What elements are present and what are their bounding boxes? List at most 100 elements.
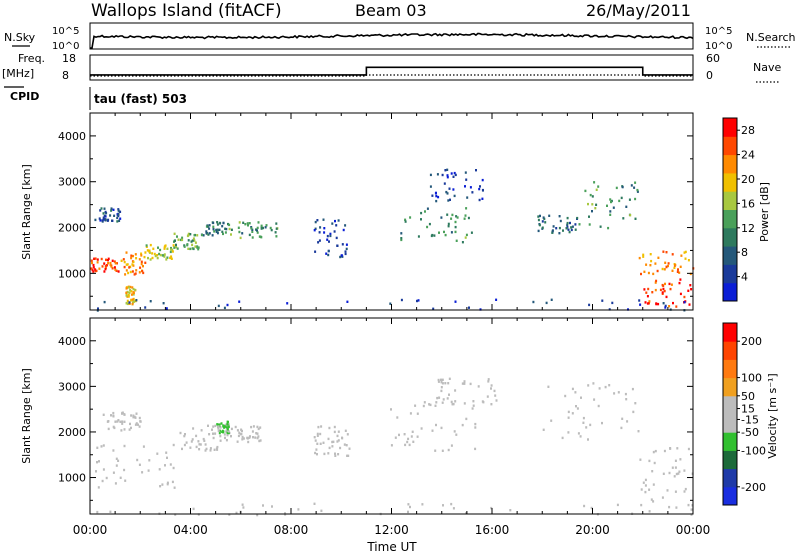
data-point [426, 207, 429, 210]
data-point [661, 292, 664, 295]
data-point [237, 226, 240, 229]
data-point [331, 445, 334, 448]
data-point [148, 459, 151, 462]
data-point [135, 422, 138, 425]
data-point [236, 429, 239, 432]
data-point [610, 200, 612, 204]
data-point [242, 506, 245, 509]
data-point [179, 431, 182, 435]
data-point [275, 235, 278, 238]
data-point [123, 428, 126, 431]
data-point [212, 425, 215, 428]
data-point [213, 230, 216, 233]
data-point [219, 426, 222, 429]
data-point [230, 435, 232, 438]
data-point [259, 439, 262, 442]
data-point [598, 387, 601, 390]
data-point [228, 223, 231, 227]
data-point [448, 393, 450, 396]
data-point [313, 436, 316, 439]
nsearch-bottom-tick: 10^0 [705, 41, 732, 52]
data-point [449, 198, 451, 201]
velocity-frame [89, 317, 694, 515]
velocity-y-title: Slant Range [km] [20, 368, 33, 464]
data-point [509, 509, 512, 512]
data-point [329, 232, 332, 236]
data-point [319, 442, 322, 445]
freq-panel: Freq. [MHz] 18 8 60 0 Nave [2, 52, 781, 83]
data-point [234, 425, 237, 429]
data-point [124, 479, 127, 482]
x-tick-label: 16:00 [475, 523, 510, 537]
data-point [221, 225, 224, 228]
data-point [645, 263, 648, 266]
cpid-value: tau (fast) 503 [94, 92, 187, 106]
data-point [461, 382, 464, 385]
data-point [254, 436, 257, 439]
data-point [112, 425, 115, 429]
data-point [568, 230, 571, 234]
data-point [440, 381, 443, 384]
data-point [147, 256, 149, 260]
data-point [227, 425, 230, 428]
data-point [183, 434, 186, 438]
data-point [599, 225, 602, 228]
data-point [453, 430, 456, 433]
data-point [426, 225, 429, 229]
power-colorbar: 4 8 12 16 20 24 28 [722, 117, 755, 302]
data-point [256, 231, 259, 234]
data-point [173, 486, 176, 489]
data-point [141, 471, 144, 474]
data-point [121, 422, 124, 425]
data-point [238, 221, 241, 224]
data-point [196, 234, 199, 237]
data-point [323, 231, 326, 234]
data-point [465, 417, 468, 421]
data-point [158, 252, 161, 256]
data-point [664, 282, 666, 286]
data-point [609, 210, 612, 213]
data-point [314, 220, 317, 224]
data-point [270, 228, 273, 232]
data-point [444, 169, 447, 172]
data-point [661, 291, 664, 294]
data-point [103, 217, 106, 221]
data-point [190, 240, 193, 243]
data-point [657, 256, 660, 259]
data-point [607, 226, 610, 230]
data-point [173, 232, 176, 235]
data-point [570, 226, 573, 229]
data-point [187, 247, 190, 250]
data-point [105, 258, 107, 261]
data-point [655, 302, 658, 305]
data-point [454, 220, 457, 224]
data-point [146, 249, 149, 252]
data-point [648, 488, 651, 491]
data-point [662, 287, 665, 291]
data-point [648, 300, 651, 303]
data-point [117, 459, 120, 462]
data-point [634, 197, 637, 201]
data-point [132, 416, 135, 419]
data-point [555, 227, 558, 230]
data-point [145, 244, 148, 247]
data-point [149, 243, 152, 247]
data-point [651, 470, 654, 473]
data-point [93, 257, 96, 260]
data-point [343, 443, 346, 446]
data-point [588, 215, 590, 218]
data-point [90, 267, 93, 270]
data-point [130, 299, 133, 302]
data-point [126, 290, 129, 294]
data-point [138, 258, 141, 261]
data-point [448, 187, 451, 190]
data-point [571, 387, 574, 391]
data-point [224, 231, 227, 234]
data-point [104, 264, 107, 268]
data-point [121, 411, 124, 414]
data-point [680, 254, 683, 257]
data-point [224, 227, 227, 230]
data-point [434, 404, 437, 407]
data-point [262, 226, 264, 230]
colorbar-frame [722, 117, 738, 302]
